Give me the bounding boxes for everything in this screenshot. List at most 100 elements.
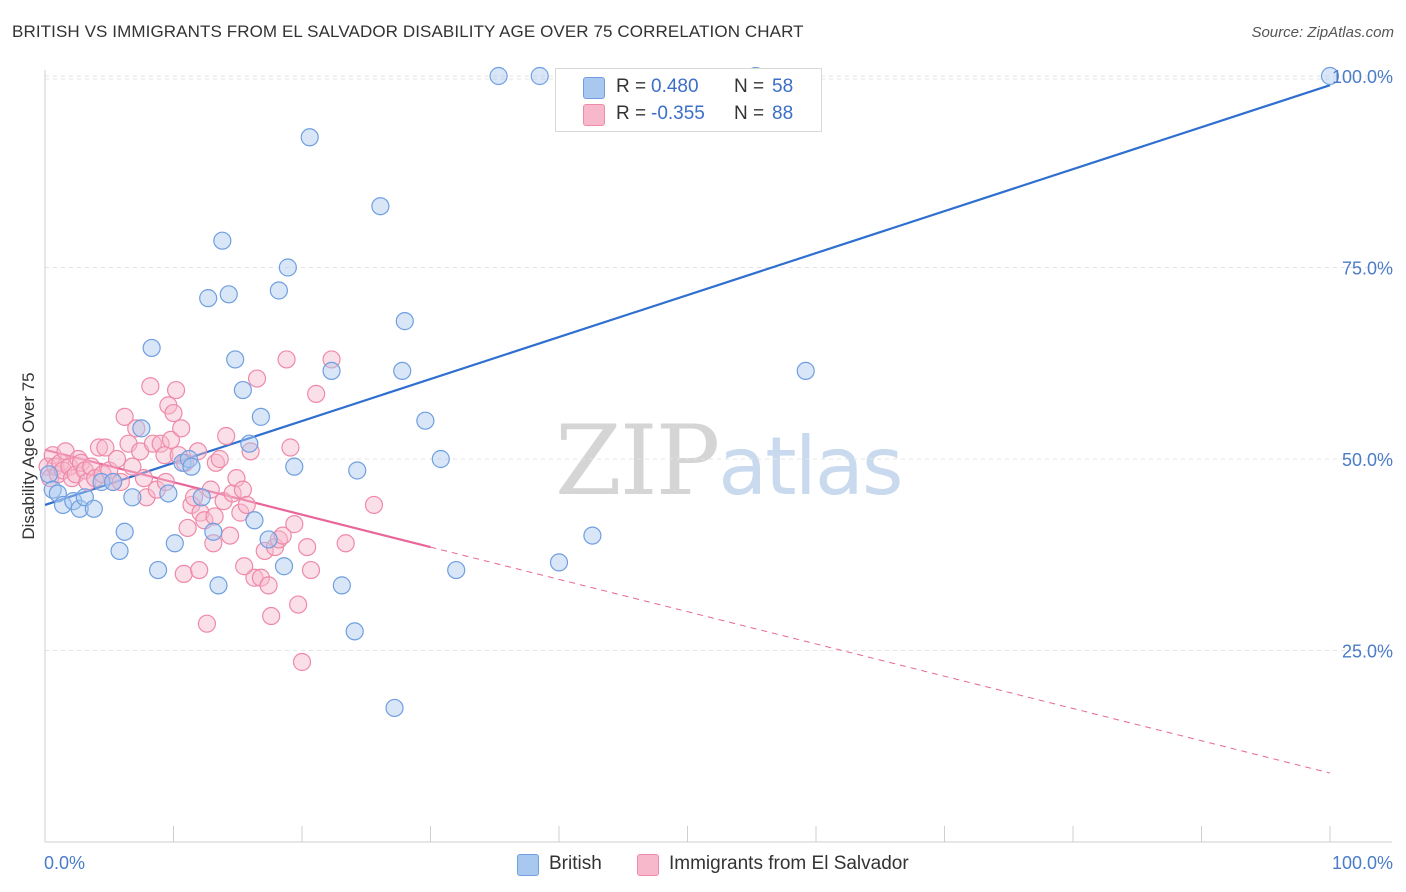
british-point — [259, 530, 278, 549]
salvador-point — [156, 472, 175, 492]
salvador-point — [127, 419, 146, 438]
salvador-point — [298, 537, 317, 557]
british-point — [416, 411, 435, 430]
salvador-point — [251, 568, 270, 587]
y-axis-label: Disability Age Over 75 — [19, 372, 38, 540]
salvador-point — [227, 469, 246, 488]
salvador-point — [336, 534, 355, 553]
salvador-point — [277, 350, 296, 369]
salvador-point — [178, 518, 197, 538]
salvador-point — [262, 606, 281, 626]
salvador-point — [111, 472, 130, 492]
british-point — [70, 499, 89, 518]
british-point — [213, 231, 232, 250]
british-point — [300, 128, 319, 147]
salvador-point — [107, 449, 127, 469]
tick-label-layer: 25.0% 50.0% 75.0% 100.0% 0.0% 100.0% — [44, 67, 1393, 873]
n-value: 88 — [772, 103, 794, 124]
british-point — [165, 534, 184, 553]
british-point — [219, 285, 238, 304]
chart-title: BRITISH VS IMMIGRANTS FROM EL SALVADOR D… — [12, 22, 804, 41]
salvador-point — [245, 568, 264, 587]
r-label: R = — [616, 103, 647, 124]
y-tick-label: 75.0% — [1342, 259, 1393, 279]
british-point — [226, 350, 245, 369]
british-point — [159, 484, 178, 503]
british-point — [204, 522, 223, 541]
y-tick-label: 100.0% — [1332, 67, 1393, 87]
british-point — [251, 407, 270, 426]
british-point — [395, 312, 414, 331]
salvador-point — [237, 495, 256, 515]
british-point — [371, 197, 390, 216]
british-point — [530, 66, 549, 86]
salvador-point — [164, 403, 183, 423]
salvador-point — [273, 526, 292, 545]
british-trend-line — [44, 84, 1331, 507]
british-point — [245, 511, 264, 530]
salvador-point — [241, 442, 260, 461]
salvador-swatch — [583, 104, 605, 126]
salvador-point — [364, 495, 384, 515]
stats-legend: R = 0.480 N = 58 R = -0.355 N = 88 — [555, 68, 822, 132]
british-point — [240, 434, 259, 453]
british-point — [274, 557, 294, 576]
trend-layer — [44, 84, 1331, 774]
salvador-point — [123, 457, 142, 476]
salvador-trend-line — [44, 448, 431, 549]
salvador-point — [190, 560, 209, 580]
watermark: ZIPatlas — [555, 405, 904, 517]
watermark-zip: ZIP — [555, 405, 720, 517]
watermark-atlas: atlas — [718, 420, 903, 513]
r-label: R = — [616, 76, 647, 97]
legend-label-salvador: Immigrants from El Salvador — [669, 853, 909, 874]
n-value: 58 — [772, 76, 794, 97]
salvador-point — [285, 515, 304, 534]
salvador-point — [115, 407, 134, 426]
salvador-point — [223, 484, 242, 503]
source-label: Source: ZipAtlas.com — [1251, 24, 1394, 41]
british-point — [182, 457, 201, 476]
british-swatch — [517, 854, 539, 876]
british-point — [39, 465, 58, 484]
salvador-point — [161, 430, 181, 449]
salvador-point — [220, 526, 240, 545]
british-point — [447, 560, 466, 580]
british-point — [192, 488, 211, 507]
salvador-point — [281, 438, 300, 457]
legend-label-british: British — [549, 853, 602, 874]
british-point — [110, 541, 129, 561]
british-point — [278, 258, 297, 277]
salvador-point — [141, 377, 160, 396]
british-point — [549, 553, 569, 572]
x-tick-label: 100.0% — [1332, 853, 1393, 873]
salvador-point — [255, 541, 274, 561]
n-label: N = — [734, 103, 765, 124]
salvador-point — [184, 488, 204, 507]
points-layer — [38, 66, 1340, 718]
series-legend: British Immigrants from El Salvador — [0, 852, 1406, 878]
n-label: N = — [734, 76, 765, 97]
british-point — [1320, 66, 1340, 86]
r-value: 0.480 — [651, 76, 699, 97]
salvador-point — [259, 576, 278, 595]
salvador-point — [301, 560, 321, 580]
british-point — [209, 576, 228, 595]
british-point — [233, 380, 252, 400]
british-point — [796, 361, 815, 381]
british-point — [489, 66, 508, 86]
british-point — [84, 499, 103, 518]
y-tick-label: 50.0% — [1342, 450, 1393, 470]
y-tick-label: 25.0% — [1342, 642, 1393, 662]
salvador-point — [205, 507, 224, 526]
british-point — [123, 488, 142, 507]
salvador-point — [307, 384, 326, 403]
salvador-point — [89, 438, 109, 457]
salvador-point — [210, 449, 229, 469]
salvador-point — [289, 595, 308, 614]
salvador-point — [247, 369, 267, 388]
british-point — [142, 338, 161, 358]
british-point — [322, 361, 341, 381]
salvador-point — [174, 564, 193, 584]
